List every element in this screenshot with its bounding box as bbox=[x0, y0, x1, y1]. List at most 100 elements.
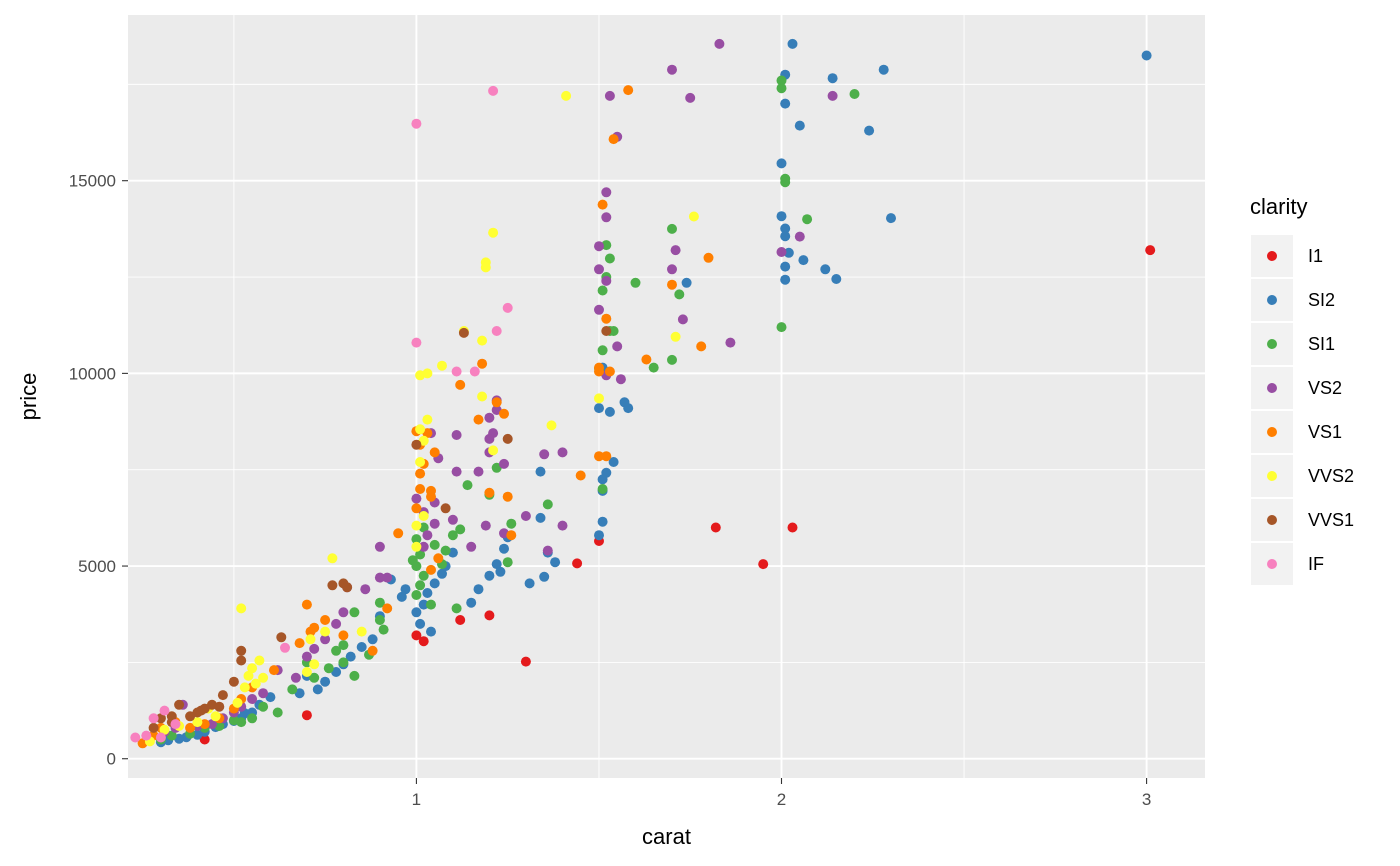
data-point bbox=[520, 656, 531, 667]
data-point bbox=[480, 520, 491, 531]
data-point bbox=[418, 570, 429, 581]
data-point bbox=[648, 362, 659, 373]
legend-label: VVS1 bbox=[1308, 510, 1354, 530]
data-point bbox=[480, 262, 491, 273]
data-point bbox=[250, 678, 261, 689]
data-point bbox=[426, 626, 436, 637]
data-point bbox=[426, 485, 436, 496]
data-point bbox=[780, 261, 791, 272]
data-point bbox=[323, 663, 334, 674]
data-point bbox=[458, 327, 469, 338]
x-tick-label: 3 bbox=[1142, 790, 1151, 809]
data-point bbox=[159, 724, 170, 735]
data-point bbox=[411, 118, 422, 129]
data-point bbox=[415, 468, 426, 479]
legend-key-point bbox=[1267, 383, 1277, 393]
data-point bbox=[382, 603, 393, 614]
legend-item-if: IF bbox=[1249, 541, 1324, 587]
data-point bbox=[499, 408, 509, 419]
x-tick-label: 2 bbox=[777, 790, 786, 809]
data-point bbox=[440, 503, 451, 514]
axis-ticks bbox=[122, 180, 1148, 784]
data-point bbox=[455, 615, 466, 625]
data-point bbox=[758, 559, 769, 570]
data-point bbox=[677, 314, 688, 325]
data-point bbox=[546, 420, 557, 431]
data-point bbox=[484, 412, 495, 423]
data-point bbox=[254, 655, 265, 666]
data-point bbox=[141, 730, 152, 741]
data-point bbox=[411, 590, 422, 600]
data-point bbox=[787, 522, 798, 533]
data-point bbox=[418, 541, 429, 552]
data-point bbox=[367, 634, 378, 645]
data-point bbox=[776, 83, 787, 94]
series-if bbox=[130, 85, 513, 743]
data-point bbox=[269, 665, 279, 676]
data-point bbox=[469, 366, 480, 377]
data-point bbox=[447, 514, 458, 525]
data-point bbox=[594, 304, 604, 315]
data-point bbox=[155, 713, 166, 724]
data-point bbox=[429, 447, 440, 458]
data-point bbox=[400, 584, 411, 595]
data-point bbox=[550, 557, 561, 568]
data-point bbox=[466, 541, 477, 552]
data-point bbox=[849, 89, 860, 99]
legend-label: VS1 bbox=[1308, 422, 1342, 442]
data-point bbox=[484, 570, 495, 581]
data-point bbox=[236, 603, 247, 614]
data-point bbox=[415, 618, 426, 629]
data-point bbox=[520, 511, 531, 521]
data-point bbox=[597, 285, 608, 296]
series-vvs1 bbox=[148, 326, 612, 733]
data-point bbox=[776, 158, 787, 169]
data-point bbox=[703, 252, 714, 263]
data-point bbox=[437, 568, 447, 579]
major-gridlines bbox=[128, 15, 1205, 778]
data-point bbox=[451, 366, 462, 377]
data-point bbox=[437, 360, 447, 371]
legend-key-point bbox=[1267, 251, 1277, 261]
legend-key-point bbox=[1267, 339, 1277, 349]
legend-key-point bbox=[1267, 295, 1277, 305]
data-point bbox=[451, 603, 462, 614]
legend-label: IF bbox=[1308, 554, 1324, 574]
data-point bbox=[305, 634, 316, 645]
data-point bbox=[320, 634, 331, 645]
data-point bbox=[349, 607, 360, 618]
data-point bbox=[604, 406, 615, 417]
data-point bbox=[338, 657, 349, 668]
data-point bbox=[488, 445, 499, 456]
data-point bbox=[338, 630, 349, 641]
data-point bbox=[418, 636, 429, 647]
data-point bbox=[148, 722, 159, 733]
y-tick-label: 5000 bbox=[78, 557, 116, 576]
data-point bbox=[667, 64, 677, 75]
data-point bbox=[597, 516, 608, 527]
data-point bbox=[557, 447, 568, 458]
data-point bbox=[502, 302, 513, 313]
data-point bbox=[608, 134, 619, 145]
data-point bbox=[597, 484, 608, 494]
data-point bbox=[1145, 245, 1156, 256]
legend-item-vvs2: VVS2 bbox=[1249, 453, 1354, 499]
data-point bbox=[130, 732, 141, 743]
data-point bbox=[623, 403, 634, 414]
data-point bbox=[491, 326, 502, 336]
data-point bbox=[418, 599, 429, 610]
data-point bbox=[491, 397, 502, 408]
data-point bbox=[411, 534, 422, 545]
data-point bbox=[411, 541, 422, 552]
data-point bbox=[477, 335, 488, 346]
data-point bbox=[422, 530, 433, 541]
y-tick-label: 15000 bbox=[69, 172, 116, 191]
legend-items: I1 SI2 SI1 VS2 VS1 VVS2 VVS1 IF bbox=[1249, 233, 1354, 587]
data-point bbox=[685, 92, 696, 103]
data-point bbox=[820, 264, 831, 275]
data-point bbox=[411, 337, 422, 348]
panel-background bbox=[128, 15, 1205, 778]
data-point bbox=[301, 667, 312, 677]
legend-key-point bbox=[1267, 515, 1277, 525]
data-point bbox=[327, 553, 338, 564]
